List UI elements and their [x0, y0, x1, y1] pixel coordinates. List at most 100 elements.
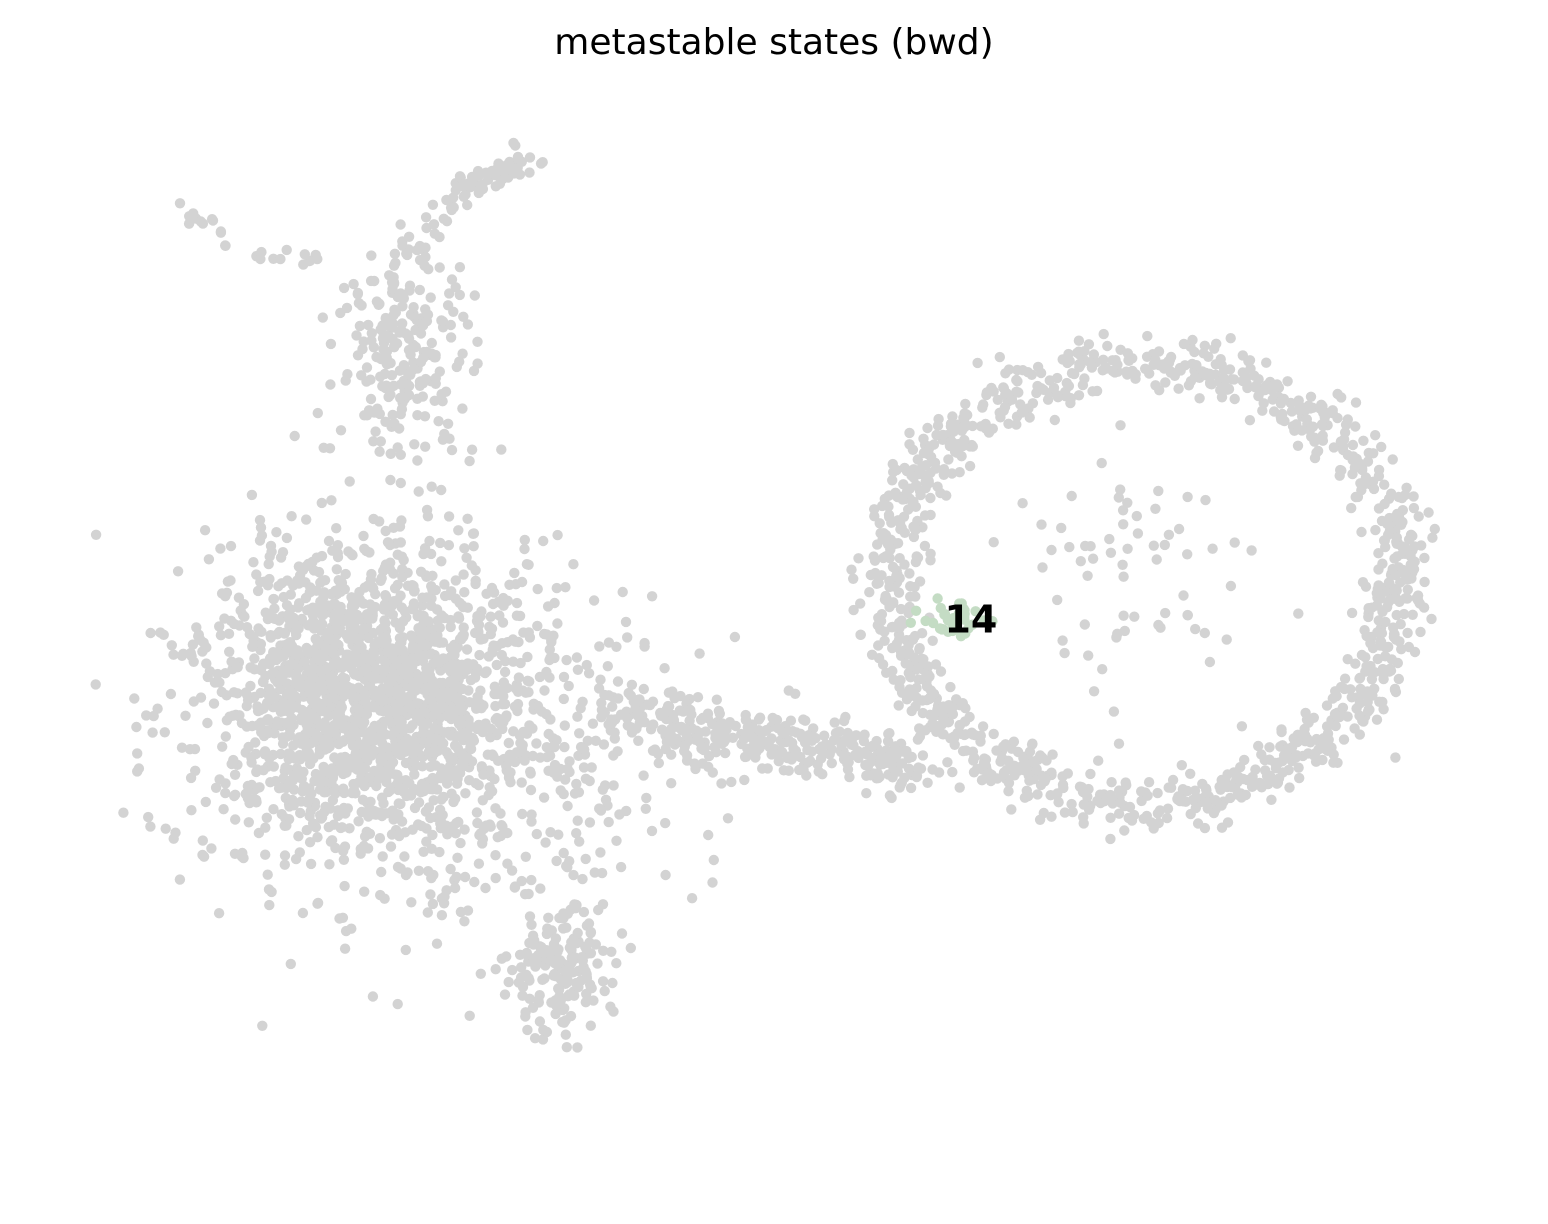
data-point — [445, 332, 457, 343]
data-point — [868, 569, 880, 580]
data-point — [263, 558, 274, 570]
data-point — [1418, 602, 1430, 613]
data-point — [1292, 440, 1304, 451]
data-point — [1009, 770, 1020, 781]
data-point — [584, 817, 596, 828]
data-point — [551, 582, 562, 594]
data-point — [614, 809, 625, 820]
data-point — [1311, 447, 1322, 458]
data-point — [739, 774, 750, 786]
data-point — [341, 649, 352, 660]
data-point — [539, 685, 550, 696]
data-point — [432, 784, 443, 795]
data-point — [396, 816, 408, 827]
data-point — [598, 739, 610, 750]
data-point — [432, 745, 443, 756]
data-point — [449, 665, 460, 677]
data-point — [548, 939, 560, 950]
data-point — [202, 717, 213, 729]
data-point — [464, 697, 475, 708]
data-point — [1087, 553, 1099, 564]
data-point — [1024, 775, 1035, 786]
data-point — [426, 481, 437, 492]
data-point — [1163, 782, 1174, 793]
data-point — [469, 876, 480, 888]
data-point — [615, 861, 627, 873]
data-point — [887, 458, 898, 470]
data-point — [422, 511, 434, 522]
data-point — [425, 548, 437, 560]
data-point — [525, 784, 537, 796]
data-point — [895, 675, 906, 686]
data-point — [1362, 706, 1374, 717]
data-point — [206, 843, 217, 854]
data-point — [268, 761, 279, 772]
data-point — [560, 1029, 571, 1040]
data-point — [246, 752, 257, 763]
data-point — [548, 957, 560, 968]
data-point — [1085, 800, 1096, 812]
data-point — [418, 846, 429, 857]
data-point — [1003, 364, 1015, 375]
data-point — [490, 803, 501, 814]
state-14-point — [937, 624, 949, 635]
data-point — [578, 762, 590, 773]
state-14-point — [955, 631, 967, 642]
data-point — [919, 540, 931, 552]
data-point — [355, 848, 366, 859]
data-point — [1172, 794, 1184, 805]
data-point — [975, 730, 986, 741]
data-point — [191, 622, 202, 633]
data-point — [289, 430, 300, 442]
data-point — [936, 719, 948, 730]
data-point — [429, 228, 440, 239]
data-point — [129, 693, 140, 704]
data-point — [395, 409, 406, 420]
data-point — [214, 621, 225, 632]
data-point — [296, 738, 307, 749]
data-point — [254, 535, 266, 546]
data-point — [343, 546, 354, 557]
data-point — [539, 973, 550, 984]
data-point — [374, 408, 385, 420]
data-point — [297, 786, 308, 797]
data-point — [239, 611, 250, 622]
data-point — [571, 828, 582, 839]
data-point — [988, 537, 999, 548]
data-point — [1145, 817, 1157, 828]
data-point — [450, 575, 461, 586]
data-point — [535, 883, 546, 894]
data-point — [569, 788, 581, 799]
data-point — [490, 850, 501, 861]
data-point — [1376, 441, 1387, 453]
data-point — [1096, 457, 1107, 469]
data-point — [543, 912, 554, 923]
data-point — [446, 444, 458, 456]
data-point — [909, 581, 920, 593]
data-point — [1160, 607, 1171, 619]
data-point — [256, 626, 267, 637]
data-point — [301, 642, 312, 654]
data-point — [301, 824, 312, 836]
data-point — [378, 798, 389, 809]
data-point — [1426, 613, 1437, 625]
data-point — [359, 780, 370, 792]
data-point — [448, 796, 459, 808]
data-point — [1141, 351, 1153, 362]
state-14-point — [947, 619, 958, 630]
data-point — [1083, 339, 1095, 350]
data-point — [307, 818, 319, 829]
data-point — [353, 816, 364, 827]
data-point — [1190, 623, 1201, 635]
data-point — [265, 632, 277, 643]
data-point — [559, 741, 570, 753]
data-point — [934, 705, 946, 716]
data-point — [1199, 627, 1211, 639]
data-point — [566, 952, 577, 963]
data-point — [572, 815, 583, 826]
data-point — [352, 289, 363, 300]
data-point — [955, 423, 966, 434]
data-point — [358, 336, 369, 347]
data-point — [1122, 348, 1134, 359]
data-point — [690, 763, 701, 775]
